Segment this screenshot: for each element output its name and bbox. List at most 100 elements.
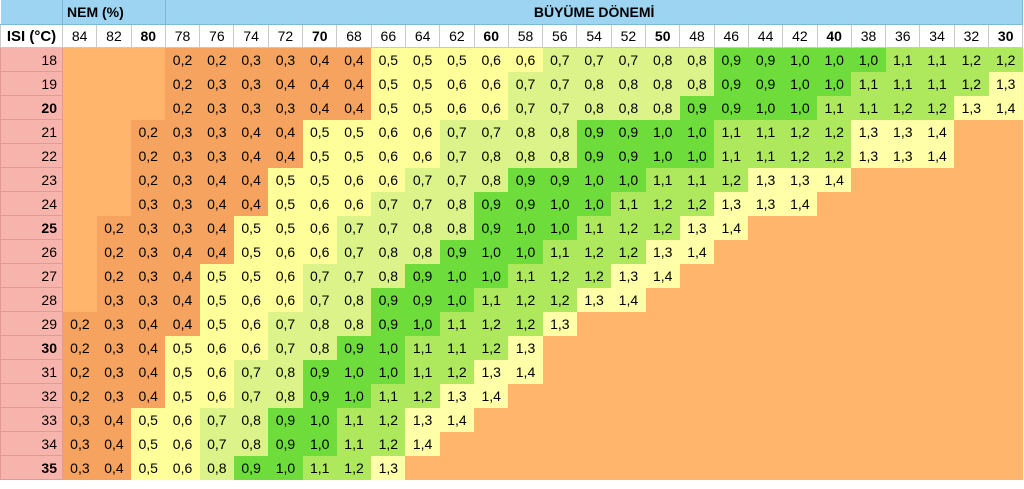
- vpd-cell[interactable]: 1,2: [782, 119, 818, 144]
- vpd-cell[interactable]: [748, 335, 783, 360]
- vpd-cell[interactable]: 0,9: [268, 407, 303, 432]
- vpd-cell[interactable]: [988, 407, 1023, 432]
- vpd-cell[interactable]: 1,1: [714, 119, 749, 144]
- vpd-cell[interactable]: 0,8: [542, 119, 577, 144]
- vpd-cell[interactable]: 0,6: [474, 47, 509, 72]
- vpd-cell[interactable]: [851, 455, 886, 480]
- humidity-column-header[interactable]: 66: [370, 24, 406, 48]
- vpd-cell[interactable]: [748, 263, 783, 288]
- vpd-cell[interactable]: [988, 383, 1023, 408]
- vpd-cell[interactable]: [885, 407, 920, 432]
- temperature-row-header[interactable]: 30: [0, 335, 63, 360]
- vpd-cell[interactable]: 0,9: [336, 335, 372, 360]
- vpd-cell[interactable]: 0,6: [199, 359, 234, 384]
- vpd-cell[interactable]: [782, 335, 818, 360]
- vpd-cell[interactable]: 0,2: [62, 359, 97, 384]
- vpd-cell[interactable]: 0,9: [508, 191, 543, 216]
- vpd-cell[interactable]: [542, 335, 577, 360]
- temperature-row-header[interactable]: 28: [0, 287, 63, 312]
- vpd-cell[interactable]: 0,2: [96, 263, 132, 288]
- vpd-cell[interactable]: 1,4: [508, 359, 543, 384]
- vpd-cell[interactable]: 0,8: [679, 47, 715, 72]
- vpd-cell[interactable]: [988, 311, 1023, 336]
- vpd-cell[interactable]: 0,3: [62, 455, 97, 480]
- vpd-cell[interactable]: 0,6: [405, 119, 440, 144]
- vpd-cell[interactable]: 0,4: [336, 71, 372, 96]
- vpd-cell[interactable]: [782, 239, 818, 264]
- vpd-cell[interactable]: [576, 407, 612, 432]
- vpd-cell[interactable]: 1,4: [645, 263, 680, 288]
- vpd-cell[interactable]: 0,8: [439, 215, 475, 240]
- vpd-cell[interactable]: [919, 191, 955, 216]
- vpd-cell[interactable]: 0,7: [439, 143, 475, 168]
- vpd-cell[interactable]: [645, 383, 680, 408]
- vpd-cell[interactable]: 0,6: [199, 335, 234, 360]
- vpd-cell[interactable]: [96, 167, 132, 192]
- vpd-cell[interactable]: 1,1: [474, 287, 509, 312]
- vpd-cell[interactable]: [885, 215, 920, 240]
- vpd-cell[interactable]: 1,0: [782, 47, 818, 72]
- vpd-cell[interactable]: [851, 167, 886, 192]
- vpd-cell[interactable]: 0,7: [233, 383, 269, 408]
- vpd-cell[interactable]: 0,4: [302, 71, 337, 96]
- vpd-cell[interactable]: [748, 239, 783, 264]
- vpd-cell[interactable]: 1,4: [817, 167, 852, 192]
- vpd-cell[interactable]: [96, 47, 132, 72]
- vpd-cell[interactable]: [576, 359, 612, 384]
- vpd-cell[interactable]: [954, 239, 989, 264]
- vpd-cell[interactable]: [885, 263, 920, 288]
- vpd-cell[interactable]: 0,2: [96, 215, 132, 240]
- vpd-cell[interactable]: 0,6: [371, 167, 406, 192]
- vpd-cell[interactable]: [988, 167, 1023, 192]
- vpd-cell[interactable]: 1,2: [645, 215, 680, 240]
- humidity-column-header[interactable]: 60: [473, 24, 509, 48]
- vpd-cell[interactable]: 0,9: [611, 119, 646, 144]
- vpd-cell[interactable]: 0,5: [405, 71, 440, 96]
- vpd-cell[interactable]: [645, 407, 680, 432]
- vpd-cell[interactable]: 0,7: [542, 71, 577, 96]
- vpd-cell[interactable]: [542, 455, 577, 480]
- vpd-cell[interactable]: 0,8: [233, 431, 269, 456]
- vpd-cell[interactable]: 0,9: [714, 71, 749, 96]
- vpd-cell[interactable]: 1,2: [439, 359, 475, 384]
- vpd-cell[interactable]: 0,5: [199, 287, 234, 312]
- vpd-cell[interactable]: [782, 287, 818, 312]
- vpd-cell[interactable]: [62, 95, 97, 120]
- vpd-cell[interactable]: 0,8: [645, 71, 680, 96]
- vpd-cell[interactable]: [988, 119, 1023, 144]
- vpd-cell[interactable]: 0,4: [131, 383, 166, 408]
- vpd-cell[interactable]: 0,4: [165, 239, 200, 264]
- vpd-cell[interactable]: 0,6: [268, 263, 303, 288]
- vpd-cell[interactable]: 0,3: [165, 191, 200, 216]
- vpd-cell[interactable]: [782, 383, 818, 408]
- vpd-cell[interactable]: 1,0: [336, 383, 372, 408]
- vpd-cell[interactable]: [96, 143, 132, 168]
- vpd-cell[interactable]: [817, 239, 852, 264]
- vpd-cell[interactable]: 1,0: [611, 167, 646, 192]
- vpd-cell[interactable]: [954, 263, 989, 288]
- vpd-cell[interactable]: 1,1: [851, 95, 886, 120]
- vpd-cell[interactable]: 1,1: [748, 143, 783, 168]
- vpd-cell[interactable]: 0,6: [371, 119, 406, 144]
- vpd-cell[interactable]: [817, 455, 852, 480]
- vpd-cell[interactable]: [62, 143, 97, 168]
- vpd-cell[interactable]: [919, 239, 955, 264]
- vpd-cell[interactable]: 0,8: [405, 239, 440, 264]
- vpd-cell[interactable]: [542, 407, 577, 432]
- vpd-cell[interactable]: [954, 191, 989, 216]
- humidity-column-header[interactable]: 78: [164, 24, 201, 48]
- vpd-cell[interactable]: [919, 359, 955, 384]
- vpd-cell[interactable]: 0,9: [679, 95, 715, 120]
- vpd-cell[interactable]: 0,2: [131, 119, 166, 144]
- vpd-cell[interactable]: 0,8: [611, 71, 646, 96]
- vpd-cell[interactable]: 0,9: [405, 287, 440, 312]
- vpd-cell[interactable]: 0,8: [336, 311, 372, 336]
- vpd-cell[interactable]: [748, 431, 783, 456]
- vpd-cell[interactable]: 0,4: [131, 311, 166, 336]
- vpd-cell[interactable]: [988, 335, 1023, 360]
- vpd-cell[interactable]: 0,4: [233, 143, 269, 168]
- vpd-cell[interactable]: 1,3: [885, 119, 920, 144]
- vpd-cell[interactable]: [988, 359, 1023, 384]
- vpd-cell[interactable]: 0,2: [131, 167, 166, 192]
- vpd-cell[interactable]: 1,2: [336, 455, 372, 480]
